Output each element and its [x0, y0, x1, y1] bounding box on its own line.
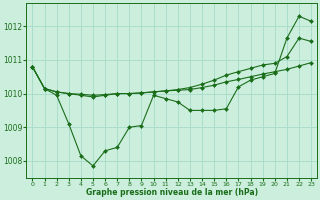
X-axis label: Graphe pression niveau de la mer (hPa): Graphe pression niveau de la mer (hPa)	[86, 188, 258, 197]
